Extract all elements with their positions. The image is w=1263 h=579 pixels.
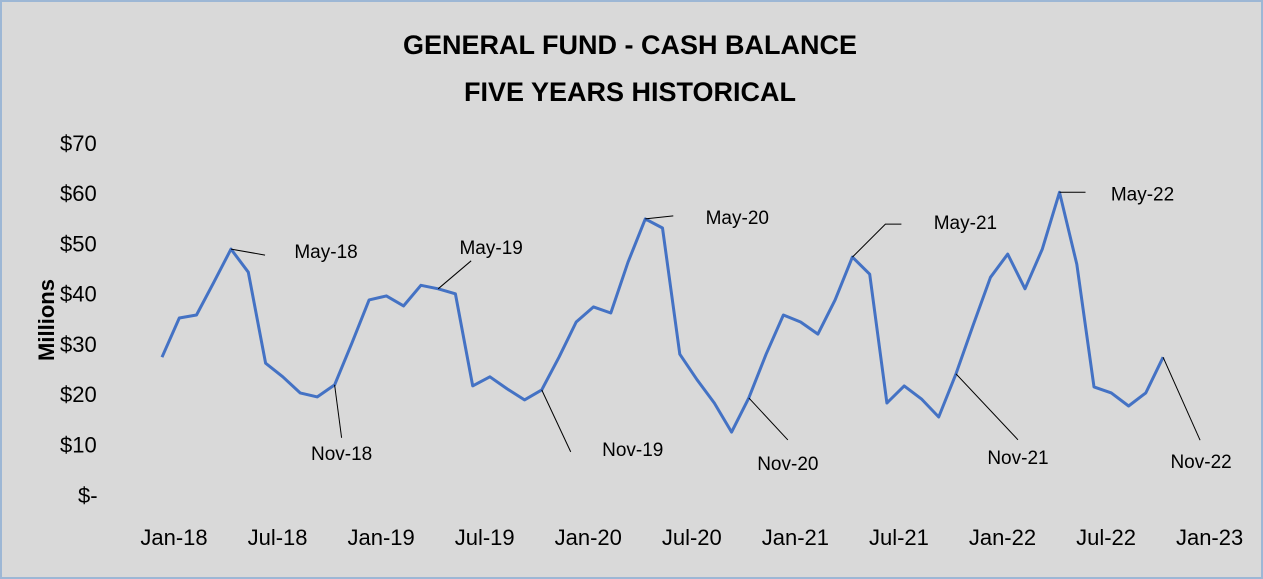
- x-tick-label: Jan-23: [1176, 525, 1243, 550]
- y-tick-label: $60: [60, 181, 97, 206]
- annotation: May-22: [1111, 184, 1174, 205]
- y-tick-label: $70: [60, 131, 97, 156]
- chart-subtitle: FIVE YEARS HISTORICAL: [464, 77, 796, 107]
- x-tick-label: Jan-21: [762, 525, 829, 550]
- annotation-leader: [541, 389, 572, 453]
- x-tick-label: Jan-22: [969, 525, 1036, 550]
- x-tick-label: Jan-19: [347, 525, 414, 550]
- annotation: Nov-20: [757, 454, 818, 475]
- x-tick-label: Jan-18: [140, 525, 207, 550]
- chart-title: GENERAL FUND - CASH BALANCE: [403, 30, 857, 60]
- annotation: Nov-22: [1170, 452, 1231, 473]
- annotation-leader: [334, 384, 343, 438]
- annotation: May-21: [934, 213, 997, 234]
- annotation-leader: [437, 260, 472, 290]
- x-tick-label: Jul-18: [248, 525, 308, 550]
- x-tick-label: Jul-19: [455, 525, 515, 550]
- y-tick-label: $30: [60, 332, 97, 357]
- x-tick-label: Jul-21: [869, 525, 929, 550]
- annotation-leader: [230, 248, 266, 256]
- y-tick-label: $10: [60, 433, 97, 458]
- annotation: Nov-19: [602, 440, 663, 461]
- y-tick-label: $50: [60, 231, 97, 256]
- annotation: May-20: [706, 208, 769, 229]
- annotation-leader: [852, 223, 902, 258]
- x-tick-label: Jul-20: [662, 525, 722, 550]
- data-line: [160, 190, 1165, 434]
- annotation-leader: [645, 215, 674, 220]
- x-tick-label: Jan-20: [555, 525, 622, 550]
- annotation-leader: [1162, 357, 1201, 441]
- y-tick-label: $40: [60, 282, 97, 307]
- y-axis-title: Millions: [34, 279, 59, 361]
- annotation: Nov-21: [987, 448, 1048, 469]
- annotation: Nov-18: [311, 444, 372, 465]
- annotation-leader: [955, 373, 1019, 441]
- y-tick-label: $20: [60, 382, 97, 407]
- y-tick-label: $-: [78, 483, 98, 508]
- annotation-leader: [748, 397, 789, 441]
- x-tick-label: Jul-22: [1076, 525, 1136, 550]
- annotation: May-19: [459, 238, 522, 259]
- annotation: May-18: [294, 242, 357, 263]
